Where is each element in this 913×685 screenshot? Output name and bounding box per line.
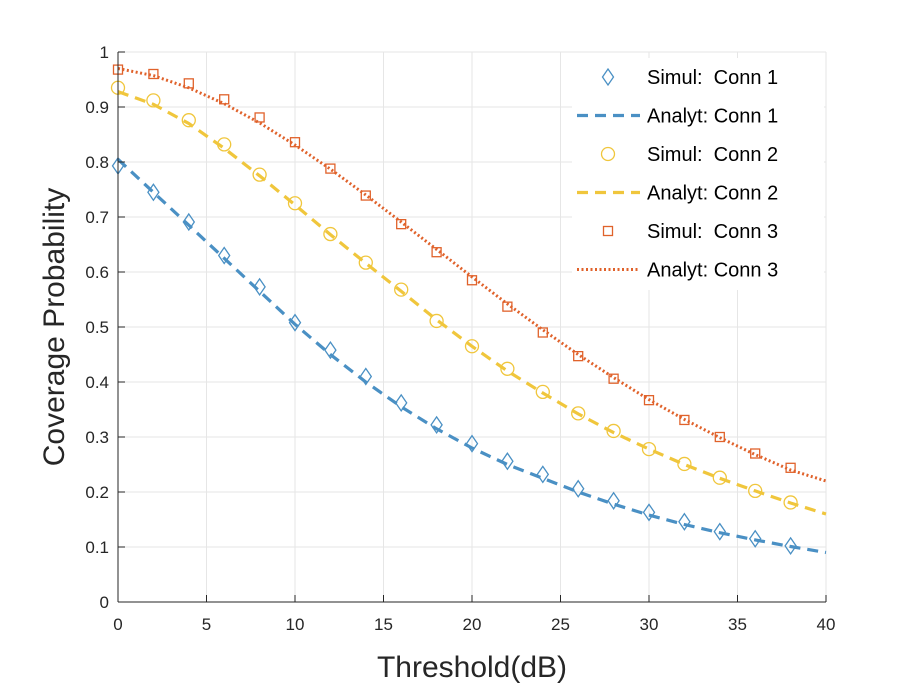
series-1-point — [147, 183, 160, 202]
x-tick-label: 20 — [463, 615, 482, 634]
legend-swatch-3 — [600, 146, 616, 162]
y-tick-label: 1 — [100, 43, 109, 62]
series-3-point — [323, 226, 338, 242]
legend-box — [572, 58, 824, 290]
series-3-point — [429, 313, 444, 329]
series-1-point — [394, 393, 408, 413]
series-3-point — [783, 495, 798, 510]
series-1-point — [359, 367, 373, 386]
series-3-point — [394, 282, 409, 297]
y-tick-label: 0.9 — [85, 98, 109, 117]
series-5-point — [360, 190, 371, 201]
series-1-point — [607, 491, 620, 510]
series-1-point — [571, 479, 585, 498]
series-5-point — [431, 247, 442, 258]
series-3-point — [748, 483, 763, 499]
y-tick-label: 0.6 — [85, 263, 109, 282]
series-line-4 — [117, 90, 827, 516]
x-tick-label: 0 — [113, 615, 122, 634]
series-5-point — [502, 301, 513, 312]
legend-label-3: Simul: Conn 2 — [647, 144, 778, 166]
series-3-point — [641, 441, 657, 457]
series-5-point — [679, 414, 690, 426]
series-line-2 — [116, 158, 827, 555]
legend-swatch-1 — [601, 67, 615, 87]
series-3-point — [252, 167, 267, 182]
x-tick-label: 25 — [551, 615, 570, 634]
series-1-point — [288, 313, 302, 332]
legend-swatch-5 — [602, 225, 614, 237]
series-1-point — [536, 465, 550, 484]
legend-label-6: Analyt: Conn 3 — [647, 260, 778, 282]
x-tick-label: 40 — [817, 615, 836, 634]
series-1-point — [678, 512, 691, 531]
series-5-point — [148, 68, 159, 80]
series-1-point — [430, 415, 443, 435]
y-tick-label: 0.4 — [85, 373, 109, 392]
legend-label-4: Analyt: Conn 2 — [647, 183, 778, 205]
series-1-point — [182, 212, 196, 232]
series-5-point — [785, 462, 796, 473]
series-5-point — [643, 394, 655, 406]
y-tick-label: 0.2 — [85, 483, 109, 502]
series-5-point — [608, 373, 619, 384]
series-1-point — [713, 522, 727, 541]
legend-label-1: Simul: Conn 1 — [647, 67, 778, 89]
legend: Simul: Conn 1 Analyt: Conn 1 Simul: Conn 2… — [572, 58, 824, 290]
series-5-point — [289, 137, 301, 148]
series-3-point — [712, 470, 727, 485]
series-5-point — [573, 350, 584, 362]
series-3-point — [217, 137, 232, 152]
y-tick-label: 0.7 — [85, 208, 109, 227]
series-3-point — [571, 406, 586, 421]
series-line-6 — [117, 67, 827, 483]
series-3-point — [606, 423, 621, 439]
y-tick-label: 0.8 — [85, 153, 109, 172]
y-tick-label: 0.1 — [85, 538, 109, 557]
y-tick-label: 0.5 — [85, 318, 109, 337]
legend-label-5: Simul: Conn 3 — [647, 221, 778, 243]
legend-label-2: Analyt: Conn 1 — [647, 106, 778, 128]
series-5-point — [325, 163, 336, 174]
y-tick-label: 0.3 — [85, 428, 109, 447]
series-1-point — [217, 246, 231, 265]
x-tick-label: 35 — [728, 615, 747, 634]
series-5-point — [254, 112, 265, 123]
series-3-point — [181, 113, 196, 128]
y-tick-label: 0 — [100, 593, 109, 612]
series-5-point — [537, 327, 548, 338]
series-5-point — [750, 448, 761, 459]
series-3-point — [535, 384, 550, 400]
axis-ticks: 0 5 10 15 20 25 30 35 40 0 0.1 0.2 0.3 0.4 0.5 0.6 0.7 0.… — [85, 43, 835, 634]
series-3-point — [287, 196, 303, 211]
series-3-point — [146, 93, 161, 108]
y-axis-title: Coverage Probability — [38, 188, 71, 466]
x-tick-label: 10 — [286, 615, 305, 634]
series-1-point — [253, 277, 266, 296]
series-1-point — [748, 529, 762, 548]
plot-series — [110, 64, 827, 556]
series-1-point — [642, 503, 656, 522]
series-3-point — [677, 456, 692, 472]
series-1-point — [501, 452, 514, 471]
x-tick-label: 30 — [640, 615, 659, 634]
series-3-point — [500, 361, 515, 376]
series-5-point — [183, 78, 194, 89]
series-5-point — [219, 94, 230, 105]
x-axis-title: Threshold(dB) — [377, 651, 567, 684]
series-3-point — [464, 339, 480, 354]
series-1-point — [324, 340, 337, 360]
series-5-point — [466, 275, 478, 286]
series-1-point — [784, 536, 797, 556]
series-5-point — [714, 431, 725, 443]
x-tick-label: 15 — [374, 615, 393, 634]
series-3-point — [358, 255, 373, 270]
series-5-point — [396, 218, 407, 230]
x-tick-label: 5 — [202, 615, 211, 634]
series-1-point — [465, 434, 479, 453]
